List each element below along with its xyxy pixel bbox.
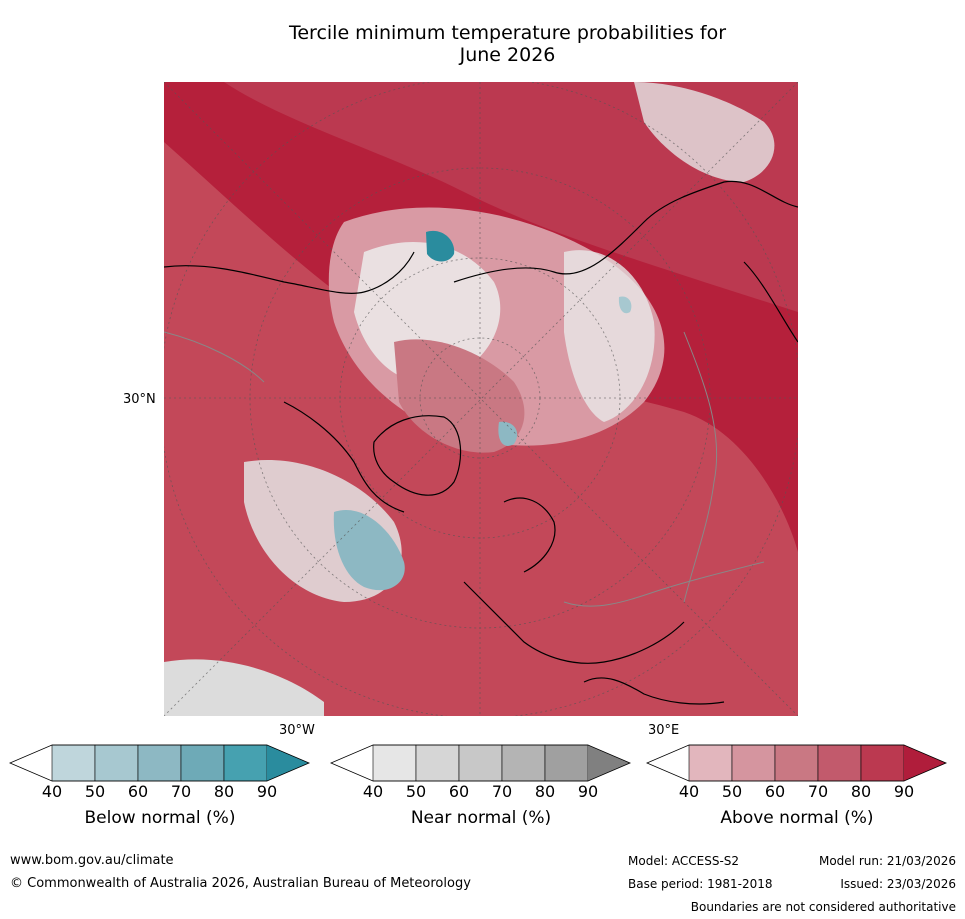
coastline-hudson bbox=[283, 401, 405, 513]
coastlines bbox=[164, 180, 798, 705]
colorbar-outline bbox=[329, 744, 632, 782]
colorbar-tick-near: 90 bbox=[577, 782, 599, 801]
near-normal-region-southwest bbox=[164, 659, 324, 716]
coastline-mediterranean bbox=[583, 677, 725, 705]
colorbar-segment bbox=[180, 744, 225, 782]
colorbar-segment bbox=[223, 744, 268, 782]
colorbar-tick-above: 70 bbox=[807, 782, 829, 801]
colorbar-segment bbox=[860, 744, 905, 782]
latitude-label: 30°N bbox=[123, 392, 156, 407]
colorbar-extend-low bbox=[331, 745, 373, 781]
greenland-region bbox=[394, 339, 525, 453]
title-line-2: June 2026 bbox=[459, 44, 556, 66]
colorbar-tick-near: 60 bbox=[448, 782, 470, 801]
near-normal-region-siberia bbox=[564, 250, 655, 422]
footer-issued: Issued: 23/03/2026 bbox=[840, 877, 956, 891]
coastline-north-america bbox=[164, 251, 415, 294]
colorbar-segment bbox=[458, 744, 503, 782]
colorbar-tick-above: 90 bbox=[893, 782, 915, 801]
colorbar-extend-low bbox=[647, 745, 689, 781]
border-line bbox=[683, 331, 718, 603]
colorbar-extend-high bbox=[588, 745, 630, 781]
chart-title: Tercile minimum temperature probabilitie… bbox=[165, 22, 850, 66]
colorbar-above-normal bbox=[645, 744, 948, 782]
colorbar-outline bbox=[645, 744, 948, 782]
below-normal-patch-alaska bbox=[426, 230, 455, 262]
below-normal-patch-siberia bbox=[618, 296, 632, 314]
border-line bbox=[563, 561, 765, 607]
coastline-east-siberia bbox=[743, 261, 798, 343]
colorbar-segment bbox=[731, 744, 776, 782]
coastline-europe bbox=[463, 581, 685, 664]
below-normal-patch-atlantic bbox=[333, 510, 405, 591]
colorbar-segment bbox=[415, 744, 460, 782]
colorbar-tick-below: 60 bbox=[127, 782, 149, 801]
colorbar-segment bbox=[544, 744, 589, 782]
near-normal-region-arctic bbox=[354, 242, 501, 383]
colorbar-near-normal bbox=[329, 744, 632, 782]
colorbar-label-below: Below normal (%) bbox=[84, 808, 236, 828]
colorbar-extend-high bbox=[267, 745, 309, 781]
colorbar-segment bbox=[51, 744, 96, 782]
coastline-siberia bbox=[453, 180, 798, 283]
colorbar-tick-below: 90 bbox=[256, 782, 278, 801]
footer-website: www.bom.gov.au/climate bbox=[10, 853, 174, 868]
colorbar-tick-near: 70 bbox=[491, 782, 513, 801]
longitude-label-west: 30°W bbox=[279, 723, 315, 738]
footer-disclaimer: Boundaries are not considered authoritat… bbox=[690, 900, 956, 914]
border-line bbox=[164, 331, 265, 383]
colorbar-label-near: Near normal (%) bbox=[410, 808, 552, 828]
probability-map[interactable] bbox=[164, 82, 798, 716]
map-svg bbox=[164, 82, 798, 716]
colorbar-tick-below: 80 bbox=[213, 782, 235, 801]
colorbar-tick-near: 80 bbox=[534, 782, 556, 801]
colorbar-tick-below: 50 bbox=[84, 782, 106, 801]
colorbar-segment bbox=[774, 744, 819, 782]
colorbar-tick-above: 60 bbox=[764, 782, 786, 801]
colorbar-tick-above: 50 bbox=[721, 782, 743, 801]
longitude-label-east: 30°E bbox=[648, 723, 680, 738]
graticule bbox=[164, 82, 798, 716]
colorbar-tick-below: 40 bbox=[41, 782, 63, 801]
colorbar-segment bbox=[94, 744, 139, 782]
colorbar-segment bbox=[137, 744, 182, 782]
footer-base-period: Base period: 1981-2018 bbox=[628, 877, 773, 891]
colorbar-extend-low bbox=[10, 745, 52, 781]
footer-copyright: © Commonwealth of Australia 2026, Austra… bbox=[10, 876, 471, 891]
near-normal-region-north bbox=[634, 82, 775, 182]
colorbar-tick-near: 40 bbox=[362, 782, 384, 801]
colorbar-tick-near: 50 bbox=[405, 782, 427, 801]
colorbar-below-normal bbox=[8, 744, 311, 782]
colorbar-segment bbox=[688, 744, 733, 782]
colorbar-outline bbox=[8, 744, 311, 782]
footer-model-run: Model run: 21/03/2026 bbox=[818, 854, 956, 868]
below-normal-patch-svalbard bbox=[498, 421, 518, 446]
colorbar-segment bbox=[372, 744, 417, 782]
colorbar-tick-above: 80 bbox=[850, 782, 872, 801]
footer-model: Model: ACCESS-S2 bbox=[628, 854, 740, 868]
coastline-greenland bbox=[373, 415, 462, 496]
coastline-scandinavia bbox=[503, 497, 556, 573]
colorbar-label-above: Above normal (%) bbox=[720, 808, 874, 828]
colorbar-tick-below: 70 bbox=[170, 782, 192, 801]
colorbar-extend-high bbox=[904, 745, 946, 781]
title-line-1: Tercile minimum temperature probabilitie… bbox=[288, 22, 727, 44]
country-borders bbox=[164, 331, 765, 607]
colorbar-segment bbox=[817, 744, 862, 782]
colorbar-tick-above: 40 bbox=[678, 782, 700, 801]
above-normal-region-north bbox=[224, 82, 798, 312]
colorbar-segment bbox=[501, 744, 546, 782]
